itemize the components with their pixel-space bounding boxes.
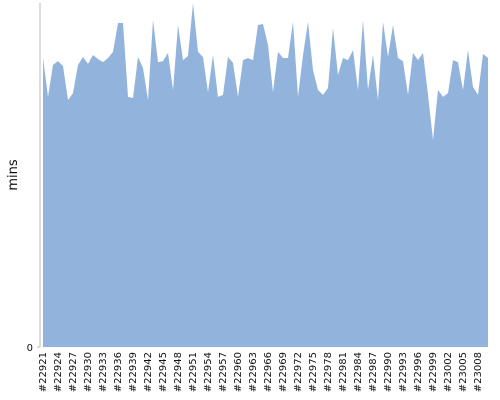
x-tick-label: #22945	[158, 352, 169, 392]
x-tick-label: #22933	[98, 352, 109, 392]
x-tick-label: #22927	[68, 352, 79, 392]
x-tick-label: #22996	[413, 352, 424, 392]
x-tick-label: #22972	[293, 352, 304, 392]
x-tick-label: #23008	[473, 352, 484, 392]
x-tick-label: #22978	[323, 352, 334, 392]
x-tick-label: #22948	[173, 352, 184, 392]
x-tick-label: #23005	[458, 352, 469, 392]
x-tick-label: #22951	[188, 352, 199, 392]
x-tick-label: #22921	[38, 352, 49, 392]
x-tick-label: #22954	[203, 352, 214, 392]
y-tick-label: 0	[27, 343, 33, 354]
y-axis-label: mins	[6, 159, 21, 191]
x-tick-label: #22936	[113, 352, 124, 392]
x-tick-label: #22990	[383, 352, 394, 392]
x-tick-label: #22942	[143, 352, 154, 392]
x-tick-label: #22975	[308, 352, 319, 392]
x-tick-label: #23002	[443, 352, 454, 392]
x-tick-label: #22981	[338, 352, 349, 392]
x-tick-label: #22957	[218, 352, 229, 392]
x-tick-label: #22963	[248, 352, 259, 392]
x-tick-label: #22966	[263, 352, 274, 392]
x-tick-label: #22987	[368, 352, 379, 392]
x-tick-label: #22924	[53, 352, 64, 392]
x-tick-label: #22930	[83, 352, 94, 392]
x-tick-label: #22993	[398, 352, 409, 392]
area	[43, 3, 488, 347]
x-tick-label: #22960	[233, 352, 244, 392]
x-tick-label: #22999	[428, 352, 439, 392]
x-tick-label: #22939	[128, 352, 139, 392]
x-tick-label: #22984	[353, 352, 364, 392]
x-tick-label: #22969	[278, 352, 289, 392]
